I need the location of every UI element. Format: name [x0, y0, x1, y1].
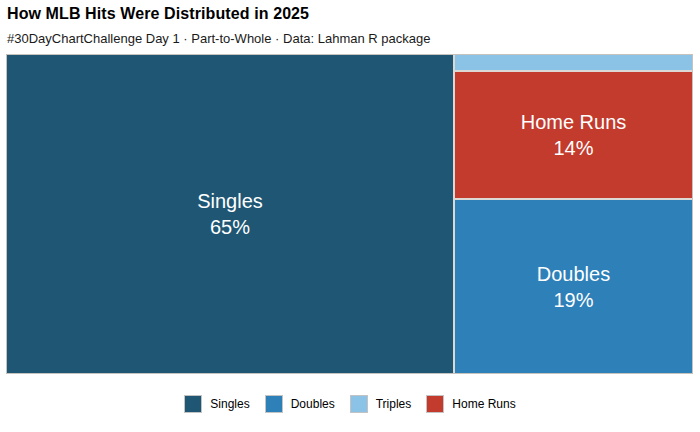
- treemap-block-triples: [455, 55, 692, 70]
- legend-item-home-runs: Home Runs: [426, 395, 515, 413]
- block-pct-singles: 65%: [210, 214, 250, 240]
- legend-swatch-singles: [184, 395, 202, 413]
- legend-swatch-doubles: [265, 395, 283, 413]
- legend-item-singles: Singles: [184, 395, 249, 413]
- legend-label-doubles: Doubles: [291, 397, 335, 411]
- block-label-home-runs: Home Runs: [521, 109, 627, 135]
- chart-figure: How MLB Hits Were Distributed in 2025 #3…: [0, 0, 700, 432]
- legend: Singles Doubles Triples Home Runs: [0, 394, 700, 414]
- treemap-right-column: Home Runs 14% Doubles 19%: [455, 55, 692, 373]
- treemap-block-doubles: Doubles 19%: [455, 200, 692, 373]
- legend-swatch-home-runs: [426, 395, 444, 413]
- treemap-plot: Singles 65% Home Runs 14% Doubles 19%: [6, 54, 693, 374]
- block-pct-doubles: 19%: [553, 287, 593, 313]
- legend-label-triples: Triples: [376, 397, 412, 411]
- legend-label-singles: Singles: [210, 397, 249, 411]
- block-label-doubles: Doubles: [537, 261, 610, 287]
- chart-subtitle: #30DayChartChallenge Day 1 · Part-to-Who…: [7, 31, 430, 46]
- block-label-singles: Singles: [197, 188, 263, 214]
- treemap-block-home-runs: Home Runs 14%: [455, 72, 692, 198]
- legend-swatch-triples: [350, 395, 368, 413]
- block-pct-home-runs: 14%: [553, 135, 593, 161]
- legend-item-triples: Triples: [350, 395, 412, 413]
- treemap-block-singles: Singles 65%: [7, 55, 453, 373]
- legend-label-home-runs: Home Runs: [452, 397, 515, 411]
- chart-title: How MLB Hits Were Distributed in 2025: [7, 5, 309, 23]
- legend-item-doubles: Doubles: [265, 395, 335, 413]
